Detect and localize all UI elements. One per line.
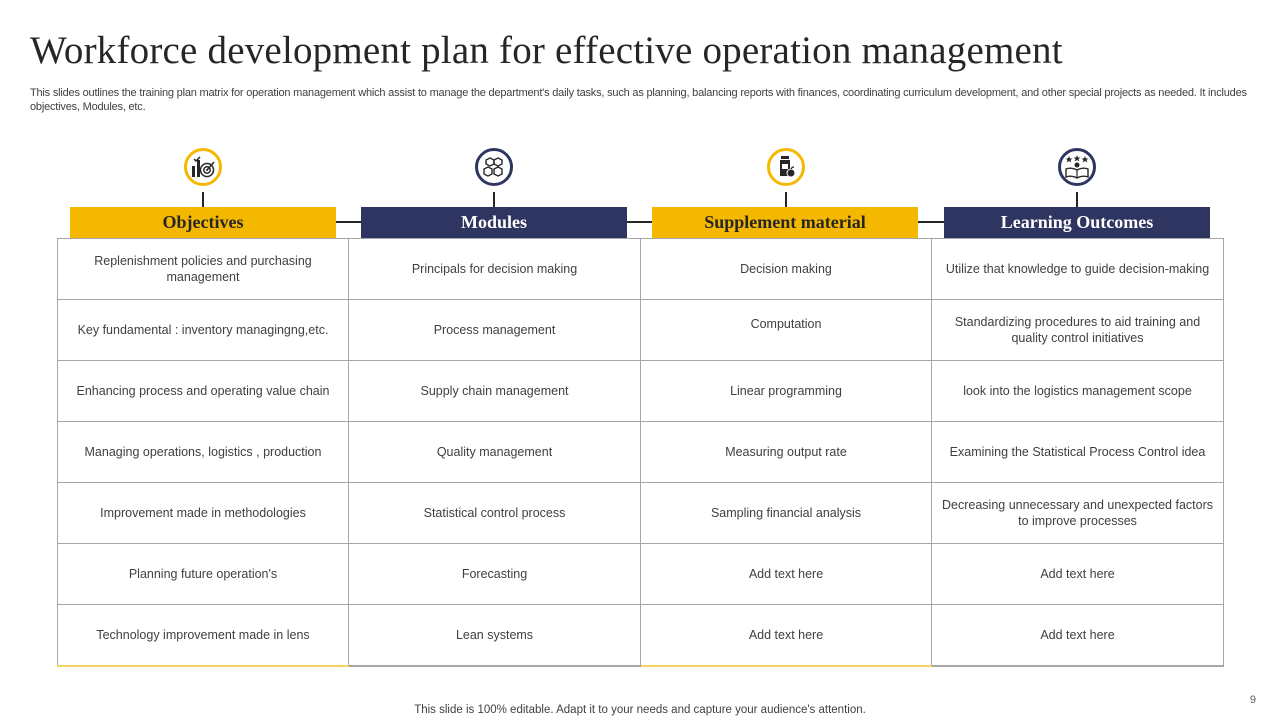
table-cell: Standardizing procedures to aid training… bbox=[931, 299, 1224, 361]
table-cell: Enhancing process and operating value ch… bbox=[57, 360, 349, 422]
table-cell: Examining the Statistical Process Contro… bbox=[931, 421, 1224, 483]
table-cell: Technology improvement made in lens bbox=[57, 604, 349, 667]
table-cell: Decreasing unnecessary and unexpected fa… bbox=[931, 482, 1224, 544]
slide-footer-note: This slide is 100% editable. Adapt it to… bbox=[414, 704, 866, 716]
column-header-objectives: Objectives bbox=[70, 207, 336, 238]
table-cell: Replenishment policies and purchasing ma… bbox=[57, 238, 349, 300]
column-header-learning-outcomes: Learning Outcomes bbox=[944, 207, 1210, 238]
icon-stem bbox=[785, 192, 787, 207]
table-cell: Quality management bbox=[348, 421, 641, 483]
table-cell: Planning future operation's bbox=[57, 543, 349, 605]
table-cell: Add text here bbox=[640, 543, 932, 605]
icon-stem bbox=[1076, 192, 1078, 207]
cubes-icon bbox=[475, 148, 513, 186]
table-cell: Add text here bbox=[640, 604, 932, 667]
table-row: Improvement made in methodologies Statis… bbox=[57, 482, 1224, 544]
table-cell: Principals for decision making bbox=[348, 238, 641, 300]
table-cell: Forecasting bbox=[348, 543, 641, 605]
table-row: Enhancing process and operating value ch… bbox=[57, 360, 1224, 422]
table-row: Managing operations, logistics , product… bbox=[57, 421, 1224, 483]
table-cell: look into the logistics management scope bbox=[931, 360, 1224, 422]
table-row: Planning future operation's Forecasting … bbox=[57, 543, 1224, 605]
icon-stem bbox=[202, 192, 204, 207]
header-connector-line bbox=[336, 221, 952, 223]
icon-stem bbox=[493, 192, 495, 207]
slide-description: This slides outlines the training plan m… bbox=[30, 87, 1247, 113]
slide-title: Workforce development plan for effective… bbox=[30, 29, 1063, 72]
table-cell: Sampling financial analysis bbox=[640, 482, 932, 544]
column-header-modules: Modules bbox=[361, 207, 627, 238]
table-row: Technology improvement made in lens Lean… bbox=[57, 604, 1224, 667]
table-cell: Statistical control process bbox=[348, 482, 641, 544]
table-row: Replenishment policies and purchasing ma… bbox=[57, 238, 1224, 300]
table-cell: Supply chain management bbox=[348, 360, 641, 422]
table-cell: Add text here bbox=[931, 604, 1224, 667]
table-row: Key fundamental : inventory managingng,e… bbox=[57, 299, 1224, 361]
training-plan-matrix: Replenishment policies and purchasing ma… bbox=[57, 238, 1224, 667]
table-cell: Improvement made in methodologies bbox=[57, 482, 349, 544]
table-cell: Utilize that knowledge to guide decision… bbox=[931, 238, 1224, 300]
table-cell: Linear programming bbox=[640, 360, 932, 422]
column-header-supplement-material: Supplement material bbox=[652, 207, 918, 238]
table-cell: Key fundamental : inventory managingng,e… bbox=[57, 299, 349, 361]
page-number: 9 bbox=[1249, 694, 1256, 706]
table-cell: Managing operations, logistics , product… bbox=[57, 421, 349, 483]
book-person-stars-icon bbox=[1058, 148, 1096, 186]
table-cell: Process management bbox=[348, 299, 641, 361]
table-cell: Lean systems bbox=[348, 604, 641, 667]
table-cell: Measuring output rate bbox=[640, 421, 932, 483]
target-chart-icon bbox=[184, 148, 222, 186]
table-cell: Add text here bbox=[931, 543, 1224, 605]
table-cell: Computation bbox=[640, 299, 932, 361]
table-cell: Decision making bbox=[640, 238, 932, 300]
bottle-apple-icon bbox=[767, 148, 805, 186]
